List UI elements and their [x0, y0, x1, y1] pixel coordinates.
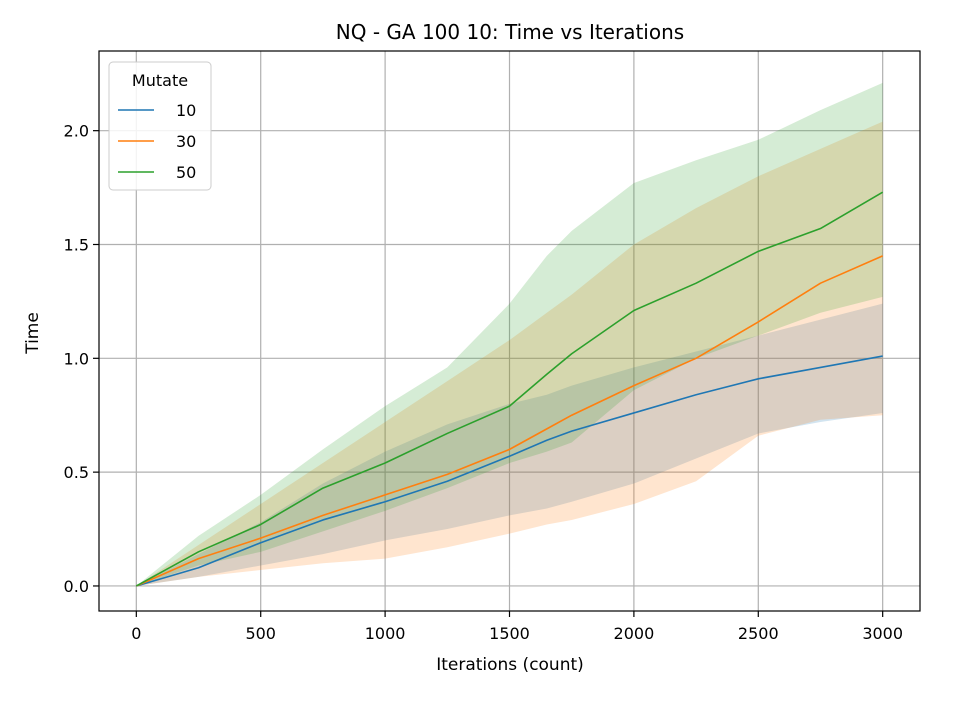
legend-label-10: 10	[176, 101, 196, 120]
series-lines	[135, 191, 884, 587]
line-mutate-50	[135, 191, 884, 587]
x-tick-label: 3000	[862, 624, 903, 643]
band-mutate-30	[136, 121, 883, 586]
line-mutate-10	[136, 355, 883, 587]
y-tick-label: 1.0	[64, 349, 89, 368]
y-tick-label: 0.0	[64, 577, 89, 596]
y-tick-label: 1.5	[64, 235, 89, 254]
band-mutate-50	[136, 82, 883, 586]
legend-title: Mutate	[132, 71, 188, 90]
x-tick-label: 1500	[489, 624, 530, 643]
legend-label-50: 50	[176, 163, 196, 182]
y-tick-label: 0.5	[64, 463, 89, 482]
x-tick-label: 1000	[365, 624, 406, 643]
y-axis-ticks: 0.0 0.5 1.0 1.5 2.0	[64, 122, 99, 596]
x-axis-ticks: 0 500 1000 1500 2000 2500 3000	[131, 611, 903, 643]
grid	[99, 51, 920, 611]
legend-label-30: 30	[176, 132, 196, 151]
y-tick-label: 2.0	[64, 122, 89, 141]
x-tick-label: 2500	[738, 624, 779, 643]
y-axis-label: Time	[23, 312, 43, 355]
x-tick-label: 500	[245, 624, 276, 643]
legend: Mutate 10 30 50	[108, 61, 212, 191]
x-axis-label: Iterations (count)	[436, 655, 584, 675]
legend-box	[108, 61, 212, 191]
line-mutate-30	[135, 255, 884, 587]
chart-title: NQ - GA 100 10: Time vs Iterations	[336, 20, 684, 44]
x-tick-label: 0	[131, 624, 141, 643]
x-tick-label: 2000	[614, 624, 655, 643]
